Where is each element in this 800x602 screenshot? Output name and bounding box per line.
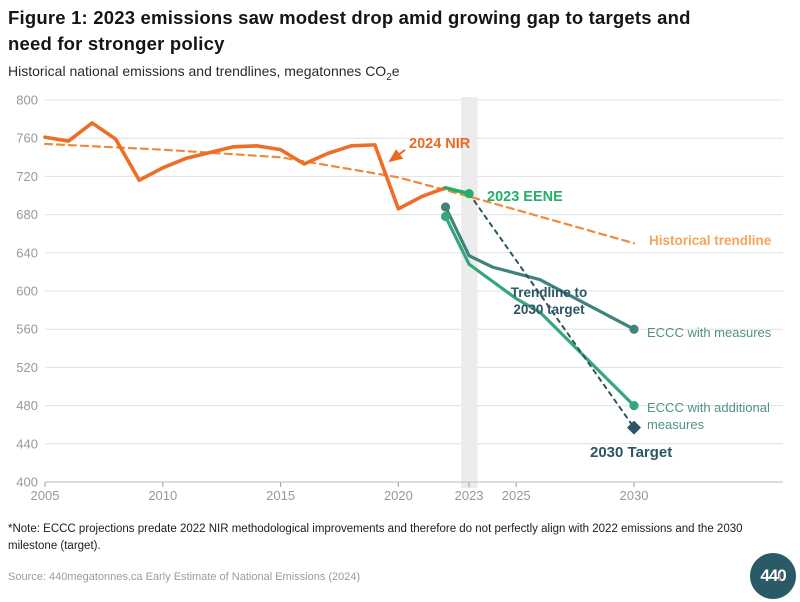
target-diamond bbox=[627, 420, 641, 435]
label-2030-target: 2030 Target bbox=[590, 444, 672, 461]
label-eccc-additional-1: ECCC with additional bbox=[647, 400, 770, 415]
dot-eccc-measures bbox=[440, 202, 451, 212]
dot-eccc-measures bbox=[629, 324, 639, 334]
label-eccc-additional-2: measures bbox=[647, 417, 705, 432]
series-nir bbox=[43, 121, 448, 211]
emissions-chart: 400 440 480 520 560 600 640 680 720 760 800 2005 201… bbox=[16, 93, 783, 503]
label-2024-nir: 2024 NIR bbox=[409, 136, 471, 152]
x-tick-label: 2005 bbox=[31, 488, 60, 503]
x-tick-label: 2015 bbox=[266, 488, 295, 503]
dot-eccc-additional bbox=[629, 401, 639, 411]
figure-subtitle: Historical national emissions and trendl… bbox=[8, 63, 400, 83]
highlight-band-2023 bbox=[461, 97, 478, 488]
y-tick-label: 720 bbox=[16, 169, 38, 184]
series-eccc-measures bbox=[443, 205, 636, 331]
logo-down-arrow-icon: ↓ bbox=[776, 568, 783, 584]
series-target-trend bbox=[468, 192, 635, 429]
y-tick-label: 560 bbox=[16, 322, 38, 337]
subtitle-subscript: 2 bbox=[386, 71, 392, 83]
x-tick-label: 2010 bbox=[148, 488, 177, 503]
label-eccc-measures: ECCC with measures bbox=[647, 325, 772, 340]
y-tick-label: 440 bbox=[16, 436, 38, 451]
y-tick-label: 640 bbox=[16, 245, 38, 260]
subtitle-suffix: e bbox=[391, 63, 400, 79]
y-tick-label: 480 bbox=[16, 398, 38, 413]
dot-eene bbox=[464, 188, 474, 199]
x-tick-label: 2030 bbox=[620, 488, 649, 503]
figure-title: Figure 1: 2023 emissions saw modest drop… bbox=[8, 7, 691, 54]
subtitle-text: Historical national emissions and trendl… bbox=[8, 63, 387, 79]
dot-eccc-additional bbox=[440, 211, 451, 222]
label-2023-eene: 2023 EENE bbox=[487, 189, 563, 205]
y-tick-label: 520 bbox=[16, 360, 38, 375]
logo-text: 440 bbox=[760, 566, 786, 585]
x-tick-label: 2025 bbox=[502, 488, 531, 503]
y-tick-label: 680 bbox=[16, 207, 38, 222]
logo-440: 440 ↓ bbox=[750, 553, 796, 599]
label-historical-trendline: Historical trendline bbox=[649, 233, 772, 248]
source-credit: Source: 440megatonnes.ca Early Estimate … bbox=[8, 571, 361, 583]
footnote: *Note: ECCC projections predate 2022 NIR… bbox=[8, 523, 743, 552]
series-hist-trend bbox=[43, 142, 636, 245]
y-tick-label: 760 bbox=[16, 131, 38, 146]
y-tick-label: 600 bbox=[16, 284, 38, 299]
x-tick-label: 2020 bbox=[384, 488, 413, 503]
label-trendline-to-1: Trendline to bbox=[511, 285, 588, 300]
label-trendline-to-2: 2030 target bbox=[513, 302, 585, 317]
x-tick-label: 2023 bbox=[455, 488, 484, 503]
y-tick-label: 400 bbox=[16, 475, 38, 490]
nir-arrow-icon bbox=[388, 149, 406, 163]
y-tick-label: 800 bbox=[16, 93, 38, 108]
series-eccc-additional bbox=[443, 214, 636, 408]
